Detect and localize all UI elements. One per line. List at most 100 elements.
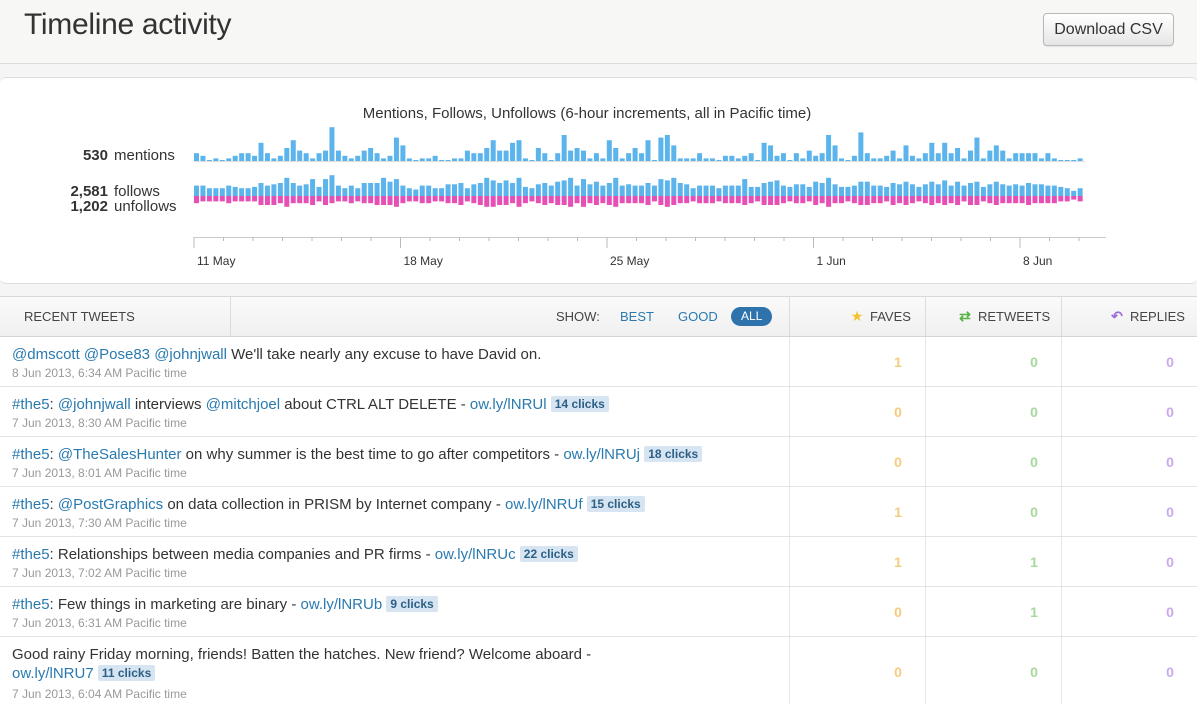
mention-bar xyxy=(574,148,580,161)
unfollows-bar xyxy=(490,196,496,207)
mention-bar xyxy=(452,158,457,161)
follows-bar xyxy=(426,185,432,196)
follows-bar xyxy=(1077,188,1083,196)
filter-best[interactable]: BEST xyxy=(620,309,654,324)
tweet-link[interactable]: @johnjwall xyxy=(154,346,227,363)
follows-bar xyxy=(503,180,509,196)
mention-bar xyxy=(323,150,328,161)
follows-bar xyxy=(955,181,961,196)
tweet-row: Good rainy Friday morning, friends! Batt… xyxy=(0,637,1197,704)
mention-bar xyxy=(851,155,857,161)
unfollows-bar xyxy=(968,196,973,205)
tweet-link[interactable]: ow.ly/lNRUc xyxy=(434,546,516,563)
mention-bar xyxy=(445,160,451,161)
tweet-link[interactable]: #the5 xyxy=(12,596,50,613)
mention-bar xyxy=(606,140,612,161)
replies-column-header[interactable]: ↶ REPLIES xyxy=(1108,297,1185,336)
x-tick-label: 18 May xyxy=(404,254,443,268)
mention-bar xyxy=(284,148,290,161)
clicks-badge: 18 clicks xyxy=(644,446,703,462)
tweet-link[interactable]: @johnjwall xyxy=(57,396,131,413)
follows-bar xyxy=(245,188,251,196)
tweet-link[interactable]: @Pose83 xyxy=(83,346,151,363)
tweet-link[interactable]: ow.ly/lNRUb xyxy=(300,596,383,613)
unfollows-bar xyxy=(587,196,593,204)
mention-bar xyxy=(935,153,941,161)
faves-column-header[interactable]: ★ FAVES xyxy=(848,297,911,336)
mention-bar xyxy=(845,160,851,161)
tweet-link[interactable]: ow.ly/lNRU7 xyxy=(12,665,94,682)
replies-count: 0 xyxy=(1166,404,1174,420)
mention-bar xyxy=(368,148,374,161)
mention-bar xyxy=(348,158,354,161)
tweet-text-segment: on why summer is the best time to go aft… xyxy=(181,446,564,463)
mention-bar xyxy=(1032,153,1038,161)
unfollows-bar xyxy=(729,196,735,204)
unfollows-bar xyxy=(903,196,909,205)
follows-bar xyxy=(787,186,793,196)
mention-bar xyxy=(671,145,677,161)
tweet-link[interactable]: ow.ly/lNRUf xyxy=(505,496,583,513)
unfollows-bar xyxy=(697,196,703,204)
tweet-link[interactable]: @PostGraphics xyxy=(57,496,164,513)
follows-bar xyxy=(522,186,528,196)
column-divider xyxy=(789,437,790,486)
mention-bar xyxy=(510,142,516,161)
header-divider xyxy=(1061,297,1062,336)
faves-heading: FAVES xyxy=(870,309,911,324)
unfollows-bar xyxy=(716,196,722,202)
follows-bar xyxy=(348,185,354,196)
column-divider xyxy=(925,337,926,386)
follows-bar xyxy=(1026,183,1032,196)
unfollows-bar xyxy=(658,196,664,205)
column-divider xyxy=(789,537,790,586)
unfollows-bar xyxy=(703,196,709,204)
unfollows-bar xyxy=(774,196,780,205)
column-divider xyxy=(1061,387,1062,436)
unfollows-bar xyxy=(194,196,199,204)
follows-bar xyxy=(497,183,503,196)
download-csv-button[interactable]: Download CSV xyxy=(1043,13,1174,46)
mention-bar xyxy=(329,127,335,161)
unfollows-bar xyxy=(503,196,509,205)
mention-bar xyxy=(690,158,696,161)
follows-bar xyxy=(793,184,799,196)
tweet-link[interactable]: ow.ly/lNRUj xyxy=(563,446,641,463)
follows-bar xyxy=(1045,185,1051,196)
tweet-link[interactable]: @TheSalesHunter xyxy=(57,446,182,463)
follows-bar xyxy=(284,177,290,196)
follows-bar xyxy=(606,183,612,196)
follows-bar xyxy=(703,185,709,196)
retweets-column-header[interactable]: ⇄ RETWEETS xyxy=(956,297,1050,336)
mention-bar xyxy=(858,132,864,161)
mention-bar xyxy=(458,158,464,161)
unfollows-bar xyxy=(445,196,451,204)
tweet-link[interactable]: #the5 xyxy=(12,496,50,513)
unfollows-bar xyxy=(677,196,683,204)
filter-all[interactable]: ALL xyxy=(731,307,773,326)
tweet-link[interactable]: #the5 xyxy=(12,446,50,463)
unfollows-bar xyxy=(826,196,832,207)
mention-bar xyxy=(613,148,619,161)
follows-bar xyxy=(658,179,664,196)
tweet-link[interactable]: #the5 xyxy=(12,546,50,563)
replies-count: 0 xyxy=(1166,604,1174,620)
unfollows-bar xyxy=(864,196,870,205)
follows-bar xyxy=(374,183,380,196)
tweet-link[interactable]: ow.ly/lNRUl xyxy=(469,396,547,413)
column-divider xyxy=(925,487,926,536)
retweets-count: 0 xyxy=(1030,404,1038,420)
filter-good[interactable]: GOOD xyxy=(678,309,718,324)
mention-bar xyxy=(484,148,490,161)
unfollows-bar xyxy=(393,196,399,207)
tweet-link[interactable]: @mitchjoel xyxy=(205,396,281,413)
x-tick-label: 1 Jun xyxy=(817,254,846,268)
unfollows-bar xyxy=(742,196,748,205)
mention-bar xyxy=(1071,160,1077,161)
tweet-link[interactable]: @dmscott xyxy=(12,346,80,363)
tweet-link[interactable]: #the5 xyxy=(12,396,50,413)
follows-bar xyxy=(987,184,993,196)
unfollows-text: unfollows xyxy=(114,198,177,215)
tweet-date: 7 Jun 2013, 8:01 AM Pacific time xyxy=(12,466,187,480)
mention-bar xyxy=(245,153,251,161)
